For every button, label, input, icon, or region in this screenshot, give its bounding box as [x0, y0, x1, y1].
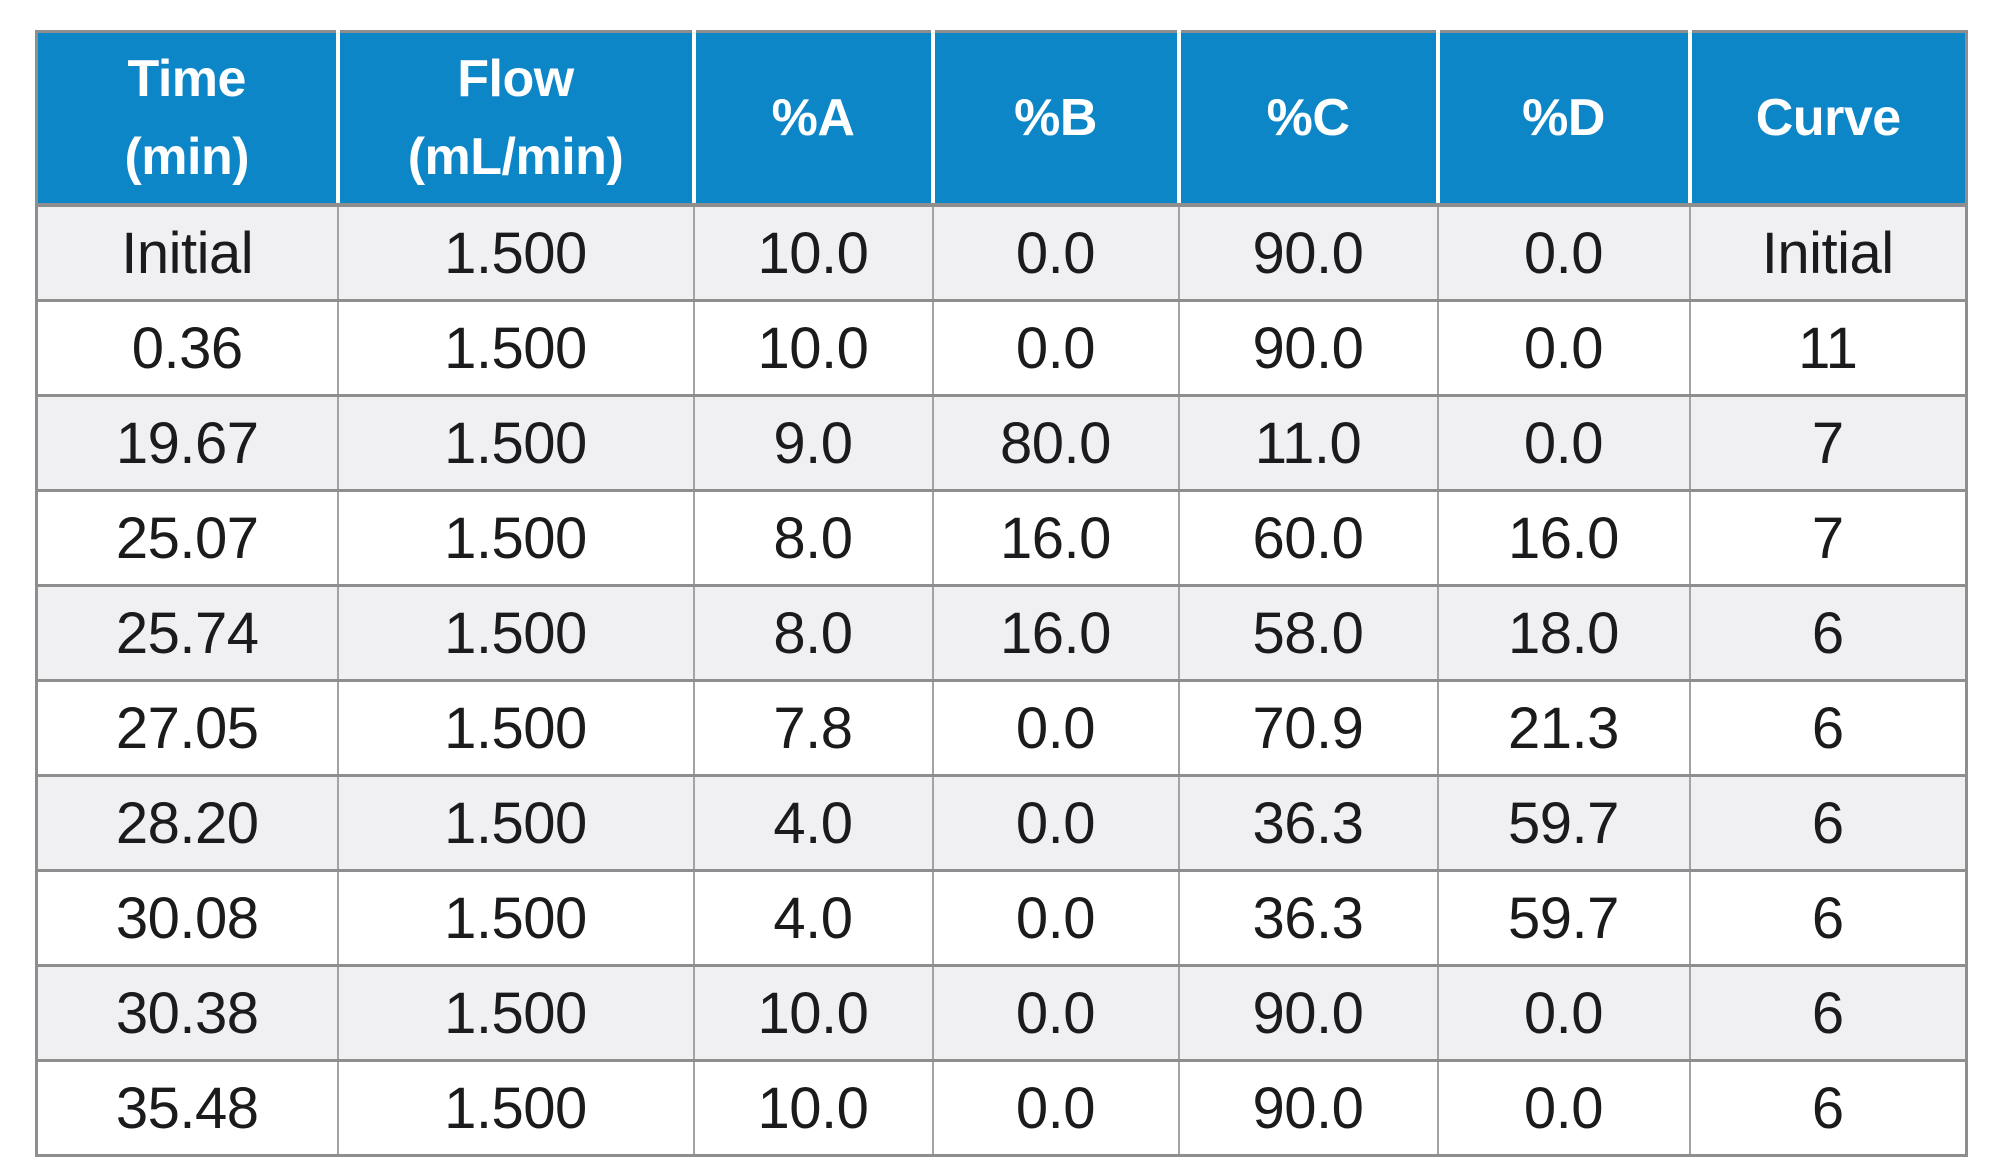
table-cell: 0.0 [1437, 1060, 1691, 1157]
table-row: 0.36 1.500 10.0 0.0 90.0 0.0 11 [36, 300, 1967, 397]
table-cell: 6 [1689, 585, 1967, 682]
table-cell: 0.0 [1437, 300, 1691, 397]
column-header-title: %C [1266, 89, 1350, 147]
table-cell: 1.500 [337, 680, 695, 777]
table-row: 28.20 1.500 4.0 0.0 36.3 59.7 6 [36, 775, 1967, 872]
table-cell: 1.500 [337, 870, 695, 967]
gradient-table-container: Time (min) Flow (mL/min) %A %B [35, 30, 1968, 1157]
column-header-percent-d: %D [1437, 31, 1692, 207]
table-cell: Initial [1689, 205, 1967, 302]
column-header-title: %B [1014, 89, 1097, 147]
table-row: 30.38 1.500 10.0 0.0 90.0 0.0 6 [36, 965, 1967, 1062]
column-header-subtitle: (min) [124, 128, 250, 186]
table-cell: 59.7 [1437, 775, 1691, 872]
table-cell: 4.0 [693, 870, 934, 967]
table-cell: 6 [1689, 680, 1967, 777]
table-cell: 1.500 [337, 205, 695, 302]
table-cell: 8.0 [693, 585, 934, 682]
table-row: 30.08 1.500 4.0 0.0 36.3 59.7 6 [36, 870, 1967, 967]
table-cell: 90.0 [1178, 300, 1439, 397]
table-cell: 25.74 [36, 585, 339, 682]
table-cell: 90.0 [1178, 965, 1439, 1062]
table-cell: 70.9 [1178, 680, 1439, 777]
table-row: 27.05 1.500 7.8 0.0 70.9 21.3 6 [36, 680, 1967, 777]
table-cell: 90.0 [1178, 1060, 1439, 1157]
column-header-percent-b: %B [932, 31, 1181, 207]
table-cell: 30.08 [36, 870, 339, 967]
table-cell: Initial [36, 205, 339, 302]
table-cell: 36.3 [1178, 870, 1439, 967]
table-cell: 7.8 [693, 680, 934, 777]
table-cell: 6 [1689, 775, 1967, 872]
column-header-title: Flow [457, 50, 574, 108]
table-row: 19.67 1.500 9.0 80.0 11.0 0.0 7 [36, 395, 1967, 492]
table-cell: 27.05 [36, 680, 339, 777]
table-cell: 0.0 [932, 680, 1180, 777]
table-cell: 1.500 [337, 585, 695, 682]
table-cell: 0.0 [932, 775, 1180, 872]
table-cell: 30.38 [36, 965, 339, 1062]
table-cell: 60.0 [1178, 490, 1439, 587]
column-header-subtitle: (mL/min) [407, 128, 624, 186]
table-cell: 0.0 [932, 300, 1180, 397]
table-cell: 1.500 [337, 1060, 695, 1157]
table-cell: 25.07 [36, 490, 339, 587]
table-cell: 28.20 [36, 775, 339, 872]
table-cell: 0.0 [1437, 395, 1691, 492]
table-cell: 0.36 [36, 300, 339, 397]
column-header-title: %A [771, 89, 855, 147]
table-cell: 7 [1689, 395, 1967, 492]
table-cell: 7 [1689, 490, 1967, 587]
table-cell: 21.3 [1437, 680, 1691, 777]
table-cell: 36.3 [1178, 775, 1439, 872]
table-cell: 19.67 [36, 395, 339, 492]
column-header-title: Time [127, 50, 247, 108]
table-cell: 1.500 [337, 300, 695, 397]
gradient-table: Time (min) Flow (mL/min) %A %B [35, 30, 1968, 1157]
table-row: 25.74 1.500 8.0 16.0 58.0 18.0 6 [36, 585, 1967, 682]
table-cell: 16.0 [932, 490, 1180, 587]
table-cell: 16.0 [932, 585, 1180, 682]
table-row: 25.07 1.500 8.0 16.0 60.0 16.0 7 [36, 490, 1967, 587]
table-cell: 10.0 [693, 205, 934, 302]
table-cell: 11 [1689, 300, 1967, 397]
table-cell: 0.0 [932, 205, 1180, 302]
table-cell: 4.0 [693, 775, 934, 872]
table-cell: 80.0 [932, 395, 1180, 492]
table-cell: 9.0 [693, 395, 934, 492]
column-header-percent-c: %C [1178, 31, 1440, 207]
column-header-time: Time (min) [36, 31, 340, 207]
column-header-curve: Curve [1689, 31, 1967, 207]
table-cell: 0.0 [932, 1060, 1180, 1157]
table-cell: 90.0 [1178, 205, 1439, 302]
column-header-percent-a: %A [693, 31, 935, 207]
table-cell: 0.0 [1437, 965, 1691, 1062]
table-cell: 58.0 [1178, 585, 1439, 682]
table-cell: 16.0 [1437, 490, 1691, 587]
table-cell: 1.500 [337, 490, 695, 587]
table-cell: 1.500 [337, 775, 695, 872]
table-cell: 10.0 [693, 300, 934, 397]
table-cell: 1.500 [337, 395, 695, 492]
table-cell: 10.0 [693, 965, 934, 1062]
table-cell: 6 [1689, 965, 1967, 1062]
table-cell: 59.7 [1437, 870, 1691, 967]
table-cell: 1.500 [337, 965, 695, 1062]
table-cell: 18.0 [1437, 585, 1691, 682]
header-row: Time (min) Flow (mL/min) %A %B [36, 31, 1967, 207]
table-cell: 6 [1689, 1060, 1967, 1157]
table-cell: 6 [1689, 870, 1967, 967]
table-row: Initial 1.500 10.0 0.0 90.0 0.0 Initial [36, 205, 1967, 302]
table-cell: 0.0 [932, 965, 1180, 1062]
table-cell: 10.0 [693, 1060, 934, 1157]
table-cell: 35.48 [36, 1060, 339, 1157]
table-cell: 8.0 [693, 490, 934, 587]
column-header-title: %D [1522, 89, 1605, 147]
column-header-flow: Flow (mL/min) [337, 31, 696, 207]
table-cell: 0.0 [932, 870, 1180, 967]
table-row: 35.48 1.500 10.0 0.0 90.0 0.0 6 [36, 1060, 1967, 1157]
table-cell: 11.0 [1178, 395, 1439, 492]
table-cell: 0.0 [1437, 205, 1691, 302]
column-header-title: Curve [1755, 89, 1901, 147]
